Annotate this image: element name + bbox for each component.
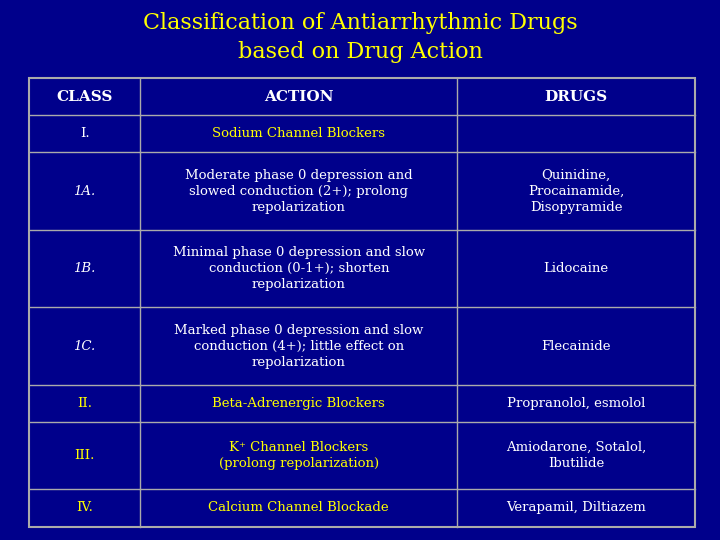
Text: 1B.: 1B. xyxy=(73,262,96,275)
Text: Quinidine,
Procainamide,
Disopyramide: Quinidine, Procainamide, Disopyramide xyxy=(528,168,624,214)
Text: Sodium Channel Blockers: Sodium Channel Blockers xyxy=(212,127,385,140)
Text: III.: III. xyxy=(74,449,95,462)
Text: 1C.: 1C. xyxy=(73,340,96,353)
Text: Classification of Antiarrhythmic Drugs
based on Drug Action: Classification of Antiarrhythmic Drugs b… xyxy=(143,12,577,63)
Text: Minimal phase 0 depression and slow
conduction (0-1+); shorten
repolarization: Minimal phase 0 depression and slow cond… xyxy=(173,246,425,291)
Text: CLASS: CLASS xyxy=(56,90,113,104)
Text: Lidocaine: Lidocaine xyxy=(544,262,608,275)
Text: 1A.: 1A. xyxy=(73,185,96,198)
Text: IV.: IV. xyxy=(76,502,93,515)
Text: Calcium Channel Blockade: Calcium Channel Blockade xyxy=(209,502,389,515)
Text: II.: II. xyxy=(77,397,92,410)
Text: Verapamil, Diltiazem: Verapamil, Diltiazem xyxy=(506,502,646,515)
Text: DRUGS: DRUGS xyxy=(544,90,608,104)
Text: I.: I. xyxy=(80,127,89,140)
Text: ACTION: ACTION xyxy=(264,90,333,104)
Text: Propranolol, esmolol: Propranolol, esmolol xyxy=(507,397,645,410)
Text: Amiodarone, Sotalol,
Ibutilide: Amiodarone, Sotalol, Ibutilide xyxy=(506,441,646,470)
Text: Marked phase 0 depression and slow
conduction (4+); little effect on
repolarizat: Marked phase 0 depression and slow condu… xyxy=(174,323,423,369)
Text: K⁺ Channel Blockers
(prolong repolarization): K⁺ Channel Blockers (prolong repolarizat… xyxy=(219,441,379,470)
Bar xyxy=(29,78,695,526)
Text: Beta-Adrenergic Blockers: Beta-Adrenergic Blockers xyxy=(212,397,385,410)
Text: Flecainide: Flecainide xyxy=(541,340,611,353)
Text: Moderate phase 0 depression and
slowed conduction (2+); prolong
repolarization: Moderate phase 0 depression and slowed c… xyxy=(185,168,413,214)
